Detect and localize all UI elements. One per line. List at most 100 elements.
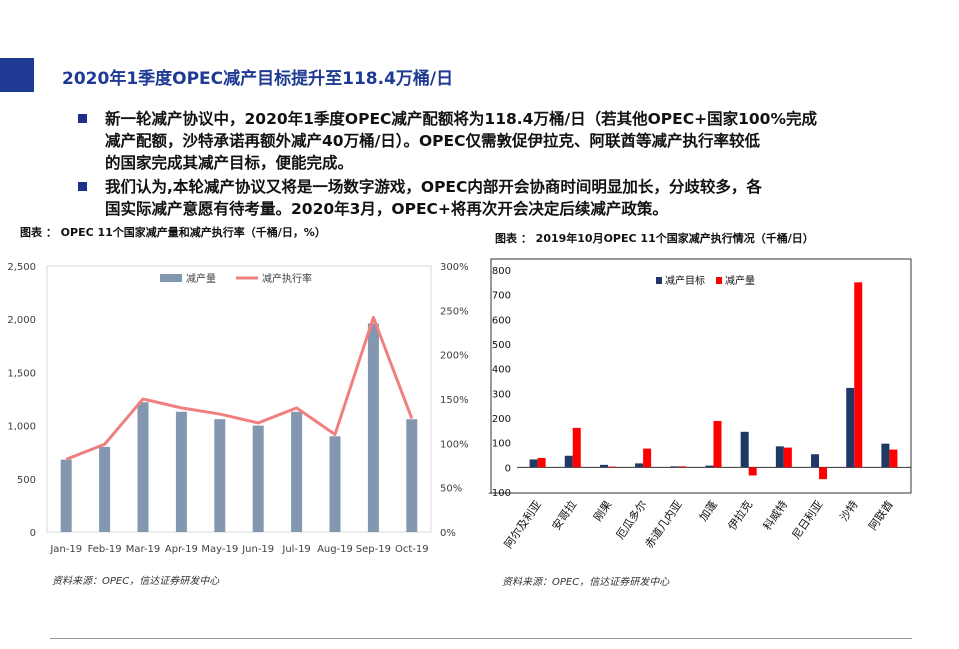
chart2-x-tick-label: 阿联酋: [865, 498, 895, 533]
chart1-x-tick-label: Apr-19: [165, 544, 198, 555]
chart1-x-tick-label: May-19: [201, 544, 238, 555]
chart2-actual-bar: [783, 447, 792, 468]
chart2-x-tick-label: 科威特: [760, 498, 790, 533]
figure-2-caption: 图表 ： 2019年10月OPEC 11个国家减产执行情况（千桶/日）: [495, 232, 814, 245]
chart2-y-tick-label: 600: [492, 315, 511, 326]
chart1-x-tick-label: Jan-19: [49, 544, 82, 555]
chart2-x-tick-label: 伊拉克: [725, 498, 755, 533]
chart1-bar: [329, 436, 341, 532]
bullet-1-line-3: 的国家完成其减产目标，便能完成。: [105, 154, 354, 172]
chart2-target-bar: [705, 465, 714, 468]
page-title: 2020年1季度OPEC减产目标提升至118.4万桶/日: [62, 69, 454, 89]
footer-divider: [50, 638, 912, 639]
chart1-bar: [214, 419, 226, 532]
figure-1-source: 资料来源：OPEC，信达证券研发中心: [52, 576, 220, 587]
chart1-bar: [291, 411, 303, 532]
chart1-rate-line: [65, 315, 414, 461]
chart1-bar: [60, 459, 72, 532]
chart2-x-tick-label: 沙特: [837, 498, 861, 524]
chart2-actual-bar: [819, 467, 828, 480]
bullet-1-line-1: 新一轮减产协议中，2020年1季度OPEC减产配额将为118.4万桶/日（若其他…: [105, 110, 817, 128]
chart2-x-tick-label: 刚果: [591, 498, 614, 523]
chart2-target-bar: [811, 454, 820, 468]
chart1-x-tick-label: Sep-19: [356, 544, 391, 555]
chart1-y2-tick-label: 0%: [440, 528, 456, 539]
chart2-x-tick-label: 尼日利亚: [790, 498, 826, 541]
chart2-y-tick-label: -100: [488, 488, 511, 499]
chart2-x-tick-label: 厄瓜多尔: [613, 498, 650, 542]
title-accent-block: [0, 58, 34, 92]
chart2-plot-area: [490, 258, 912, 494]
chart1-x-tick-label: Aug-19: [317, 544, 353, 555]
chart2-y-tick-label: 200: [492, 414, 511, 425]
chart2-legend-swatch-target: [656, 277, 662, 284]
chart1-bar: [99, 446, 111, 532]
chart1-y2-tick-label: 200%: [440, 351, 469, 362]
chart1-x-tick-label: Jul-19: [281, 544, 310, 555]
chart2-y-tick-label: 400: [492, 365, 511, 376]
chart1-y2-tick-label: 250%: [440, 306, 469, 317]
chart1-bar: [252, 425, 264, 532]
figure-1-caption: 图表 ： OPEC 11个国家减产量和减产执行率（千桶/日，%）: [20, 226, 326, 239]
bullet-square-icon: [78, 182, 87, 191]
chart1-bar: [137, 402, 149, 532]
bullet-1-line-2: 减产配额，沙特承诺再额外减产40万桶/日）。OPEC仅需敦促伊拉克、阿联酋等减产…: [105, 132, 760, 150]
chart1-bar: [406, 419, 418, 532]
chart1-x-tick-label: Mar-19: [126, 544, 161, 555]
chart2-target-bar: [881, 443, 890, 468]
execution-by-country-chart: -100 0 100 200 300 400 500 600 700 800 阿尔及利亚 安哥拉 刚果厄…: [488, 258, 912, 551]
chart1-y-tick-label: 2,500: [7, 262, 36, 273]
chart2-target-bar: [599, 464, 608, 468]
chart2-y-tick-label: 500: [492, 340, 511, 351]
chart2-target-bar: [846, 387, 855, 468]
chart1-x-tick-label: Oct-19: [395, 544, 429, 555]
chart1-y-tick-label: 1,500: [7, 368, 36, 379]
chart2-actual-bar: [678, 466, 687, 468]
chart2-actual-bar: [572, 427, 581, 468]
chart2-target-bar: [564, 455, 573, 468]
chart2-actual-bar: [607, 466, 616, 468]
chart1-y2-tick-label: 150%: [440, 395, 469, 406]
chart2-actual-bar: [889, 449, 898, 468]
bullet-2-line-2: 国实际减产意愿有待考量。2020年3月，OPEC+将再次开会决定后续减产政策。: [105, 200, 668, 218]
bullet-square-icon: [78, 114, 87, 123]
chart2-x-tick-label: 安哥拉: [549, 498, 579, 533]
chart1-x-tick-label: Feb-19: [88, 544, 122, 555]
chart2-target-bar: [740, 431, 749, 468]
chart2-target-bar: [529, 459, 538, 468]
chart1-legend-label: 减产量: [186, 272, 216, 285]
chart2-target-bar: [670, 466, 679, 468]
bullet-2-line-1: 我们认为,本轮减产协议又将是一场数字游戏，OPEC内部开会协商时间明显加长，分歧…: [105, 178, 762, 196]
chart2-y-tick-label: 300: [492, 389, 511, 400]
chart2-actual-bar: [537, 457, 546, 468]
chart1-legend-label: 减产执行率: [262, 272, 312, 285]
chart1-y2-tick-label: 100%: [440, 439, 469, 450]
bullet-item-2: 我们认为,本轮减产协议又将是一场数字游戏，OPEC内部开会协商时间明显加长，分歧…: [78, 176, 762, 220]
chart2-actual-bar: [748, 467, 757, 476]
chart1-legend-swatch-bar: [160, 274, 182, 282]
chart1-y-tick-label: 500: [17, 475, 36, 486]
reduction-volume-rate-chart: 0 500 1,000 1,500 2,000 2,500 0% 50% 100% 150% 200…: [7, 262, 469, 555]
chart1-y2-tick-label: 50%: [440, 484, 462, 495]
chart1-y-tick-label: 1,000: [7, 422, 36, 433]
chart1-plot-area: [46, 265, 432, 533]
chart2-legend-label: 减产目标: [665, 274, 705, 287]
chart2-y-tick-label: 700: [492, 291, 511, 302]
chart1-y-tick-label: 0: [30, 528, 36, 539]
chart2-x-tick-label: 阿尔及利亚: [502, 498, 544, 551]
chart2-target-bar: [775, 446, 784, 468]
bullet-item-1: 新一轮减产协议中，2020年1季度OPEC减产配额将为118.4万桶/日（若其他…: [78, 108, 817, 174]
chart2-x-tick-label: 加蓬: [697, 498, 720, 523]
chart2-actual-bar: [854, 282, 863, 468]
chart1-x-tick-label: Jun-19: [241, 544, 274, 555]
chart2-legend-label: 减产量: [725, 274, 755, 287]
chart2-y-tick-label: 800: [492, 266, 511, 277]
chart1-bar: [175, 411, 187, 532]
chart2-y-tick-label: 0: [505, 463, 511, 474]
chart2-actual-bar: [643, 448, 652, 468]
chart2-y-tick-label: 100: [492, 439, 511, 450]
chart2-target-bar: [635, 463, 644, 468]
chart1-y2-tick-label: 300%: [440, 262, 469, 273]
chart1-bar: [367, 323, 379, 532]
chart1-y-tick-label: 2,000: [7, 315, 36, 326]
